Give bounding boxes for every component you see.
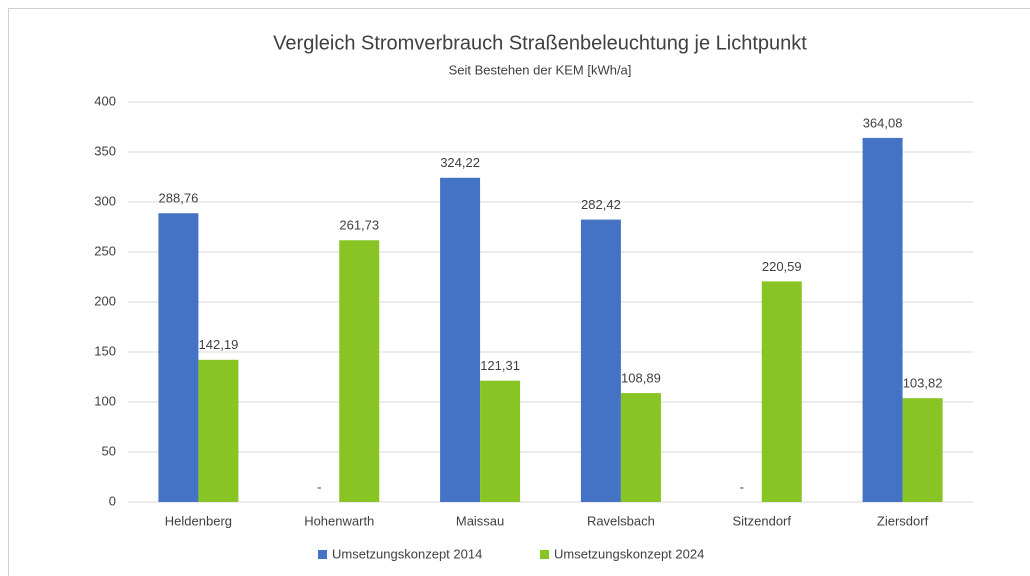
data-label: - [317,479,321,494]
y-tick-label: 350 [94,143,116,158]
y-tick-label: 200 [94,293,116,308]
data-label: 324,22 [440,155,480,170]
data-label: 121,31 [480,358,520,373]
data-label: 220,59 [762,259,802,274]
bar [198,359,239,502]
y-tick-label: 300 [94,193,116,208]
bar [580,219,621,502]
data-label: 108,89 [621,371,661,386]
bar [902,398,943,502]
y-tick-label: 100 [94,393,116,408]
legend-swatch [540,550,549,559]
data-label: 142,19 [199,337,239,352]
data-label: 364,08 [863,115,903,130]
data-label: 103,82 [903,376,943,391]
bar [158,213,199,503]
bar [480,380,521,502]
legend-label: Umsetzungskonzept 2024 [554,546,704,561]
x-tick-label: Maissau [456,513,504,528]
x-tick-label: Heldenberg [165,513,232,528]
bar [620,393,661,502]
bar [862,137,903,503]
bar [440,177,481,502]
bar [761,281,802,502]
legend-label: Umsetzungskonzept 2014 [332,546,482,561]
x-tick-label: Ziersdorf [877,513,929,528]
x-tick-label: Sitzendorf [732,513,791,528]
chart-subtitle: Seit Bestehen der KEM [kWh/a] [449,62,632,77]
bar [339,240,380,502]
y-tick-label: 250 [94,243,116,258]
x-tick-label: Hohenwarth [304,513,374,528]
x-tick-label: Ravelsbach [587,513,655,528]
data-label: 261,73 [339,218,379,233]
data-label: 288,76 [159,191,199,206]
chart-title: Vergleich Stromverbrauch Straßenbeleucht… [273,32,807,54]
data-label: - [740,479,744,494]
data-label: 282,42 [581,197,621,212]
y-tick-label: 0 [109,493,116,508]
legend-swatch [318,550,327,559]
y-tick-label: 50 [102,443,116,458]
y-tick-label: 150 [94,343,116,358]
y-tick-label: 400 [94,93,116,108]
